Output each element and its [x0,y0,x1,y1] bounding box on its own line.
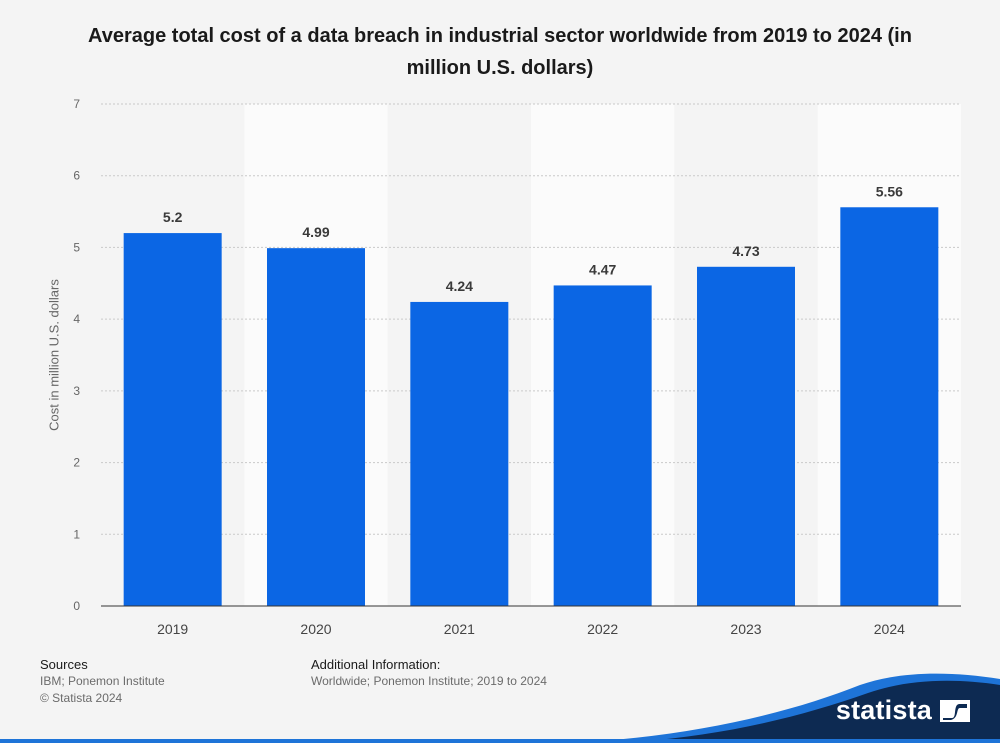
bar [410,301,509,606]
data-label: 4.47 [589,261,616,277]
x-tick-label: 2022 [587,621,618,637]
data-label: 5.56 [876,183,903,199]
data-label: 4.73 [732,243,759,259]
bar-chart: 5.2 4.99 4.24 4.47 4.73 5.56 0 1 2 3 4 5 6 7 2019 202… [73,97,961,637]
y-tick-label: 4 [73,312,80,326]
sources-heading: Sources [40,657,88,672]
y-tick-label: 0 [73,599,80,613]
y-tick-label: 3 [73,384,80,398]
bar [553,285,652,606]
data-label: 5.2 [163,209,183,225]
y-tick-label: 6 [73,169,80,183]
statista-logo-icon [940,699,970,722]
gridlines [101,103,961,535]
y-tick-label: 7 [73,97,80,111]
bar [697,266,795,606]
y-tick-label: 2 [73,456,80,470]
chart-title: Average total cost of a data breach in i… [88,25,912,79]
x-tick-labels: 2019 2020 2021 2022 2023 2024 [157,621,905,637]
statista-logo[interactable]: statista [836,695,970,726]
bar [267,248,365,606]
x-tick-label: 2019 [157,621,188,637]
x-tick-label: 2021 [444,621,475,637]
sources-block: Sources IBM; Ponemon Institute © Statist… [40,656,165,707]
y-axis-title: Cost in million U.S. dollars [46,279,62,431]
bar [840,207,939,607]
copyright-text: © Statista 2024 [40,691,123,705]
sources-text[interactable]: IBM; Ponemon Institute [40,674,165,688]
data-label: 4.24 [446,278,473,294]
x-tick-label: 2024 [874,621,905,637]
y-tick-labels: 0 1 2 3 4 5 6 7 [73,97,80,613]
bar [123,233,222,607]
y-tick-label: 1 [73,527,80,541]
data-label: 4.99 [302,224,329,240]
additional-info-text: Worldwide; Ponemon Institute; 2019 to 20… [311,674,547,688]
additional-info-block: Additional Information: Worldwide; Ponem… [311,656,547,690]
additional-info-heading: Additional Information: [311,657,441,672]
x-tick-label: 2023 [730,621,761,637]
value-labels: 5.2 4.99 4.24 4.47 4.73 5.56 [163,183,903,294]
x-tick-label: 2020 [300,621,331,637]
bars [123,207,939,607]
y-tick-label: 5 [73,240,80,254]
brand-banner [0,673,1000,743]
brand-name: statista [835,695,932,725]
